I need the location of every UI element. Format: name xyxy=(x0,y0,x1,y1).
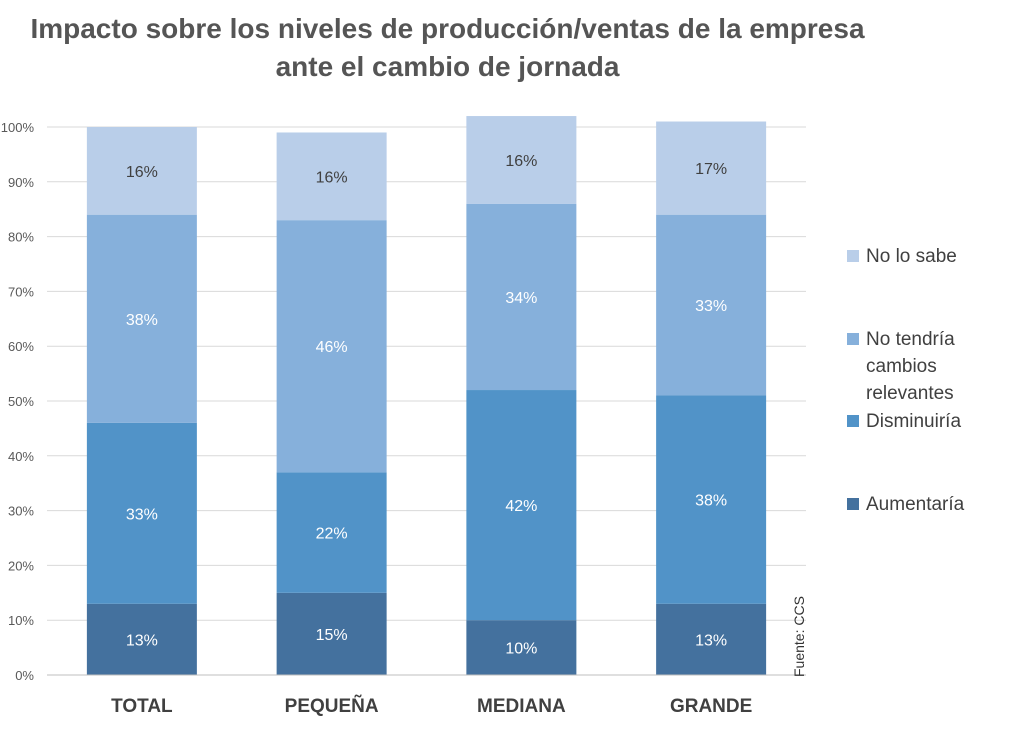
bar-segment xyxy=(276,592,387,675)
legend-label-aumentaria: Aumentaría xyxy=(866,494,965,515)
y-tick-label: 20% xyxy=(8,558,34,573)
data-label: 16% xyxy=(316,169,348,186)
bar-segment xyxy=(86,603,197,675)
chart-title-line-1: Impacto sobre los niveles de producción/… xyxy=(30,13,865,44)
chart-title: Impacto sobre los niveles de producción/… xyxy=(0,10,895,86)
data-label: 13% xyxy=(126,632,158,649)
bar-segment xyxy=(466,390,577,621)
legend-swatch-disminuiria xyxy=(847,415,859,427)
data-label: 16% xyxy=(505,153,537,170)
y-tick-label: 10% xyxy=(8,613,34,628)
data-label: 16% xyxy=(126,164,158,181)
bar-segment xyxy=(466,203,577,391)
bar-segment xyxy=(466,116,577,204)
data-label: 38% xyxy=(126,312,158,329)
y-tick-label: 30% xyxy=(8,504,34,519)
data-label: 17% xyxy=(695,161,727,178)
bar-segment xyxy=(86,127,197,215)
x-category-label: TOTAL xyxy=(111,696,173,717)
x-category-label: MEDIANA xyxy=(477,696,566,717)
legend-label-disminuiria: Disminuiría xyxy=(866,411,962,432)
y-tick-label: 0% xyxy=(15,668,34,683)
data-label: 46% xyxy=(316,339,348,356)
data-label: 15% xyxy=(316,627,348,644)
legend-label-no-tendria-cambios: No tendría cambios relevantes xyxy=(866,329,955,404)
data-label: 22% xyxy=(316,526,348,543)
legend-swatch-no-tendria-cambios xyxy=(847,333,859,345)
y-tick-label: 100% xyxy=(1,120,35,135)
bar-segment xyxy=(466,620,577,675)
legend-label-no-lo-sabe: No lo sabe xyxy=(866,246,957,267)
legend-swatch-aumentaria xyxy=(847,498,859,510)
bar-segment xyxy=(276,472,387,593)
data-label: 38% xyxy=(695,493,727,510)
chart-title-line-2: ante el cambio de jornada xyxy=(275,51,620,82)
bar-segment xyxy=(86,422,197,604)
legend-item-disminuiria: Disminuiría xyxy=(847,408,1022,435)
bar-segment xyxy=(656,214,767,396)
y-tick-label: 70% xyxy=(8,284,34,299)
bar-segment xyxy=(86,214,197,423)
y-tick-label: 90% xyxy=(8,175,34,190)
y-tick-label: 60% xyxy=(8,339,34,354)
bar-segment xyxy=(276,132,387,221)
source-note: Fuente: CCS xyxy=(791,596,807,677)
data-label: 33% xyxy=(126,506,158,523)
data-label: 34% xyxy=(505,290,537,307)
legend-item-aumentaria: Aumentaría xyxy=(847,491,1022,518)
x-category-label: GRANDE xyxy=(670,696,752,717)
bar-segment xyxy=(656,395,767,604)
y-tick-label: 80% xyxy=(8,230,34,245)
bar-segment xyxy=(656,121,767,215)
legend-swatch-no-lo-sabe xyxy=(847,250,859,262)
legend-item-no-lo-sabe: No lo sabe xyxy=(847,243,1022,270)
legend-item-no-tendria-cambios: No tendría cambios relevantes xyxy=(847,326,1022,407)
y-tick-label: 50% xyxy=(8,394,34,409)
data-label: 42% xyxy=(505,498,537,515)
x-category-label: PEQUEÑA xyxy=(285,695,379,717)
data-label: 13% xyxy=(695,632,727,649)
bar-segment xyxy=(656,603,767,675)
data-label: 33% xyxy=(695,298,727,315)
data-label: 10% xyxy=(505,641,537,658)
y-tick-label: 40% xyxy=(8,449,34,464)
bar-segment xyxy=(276,220,387,473)
